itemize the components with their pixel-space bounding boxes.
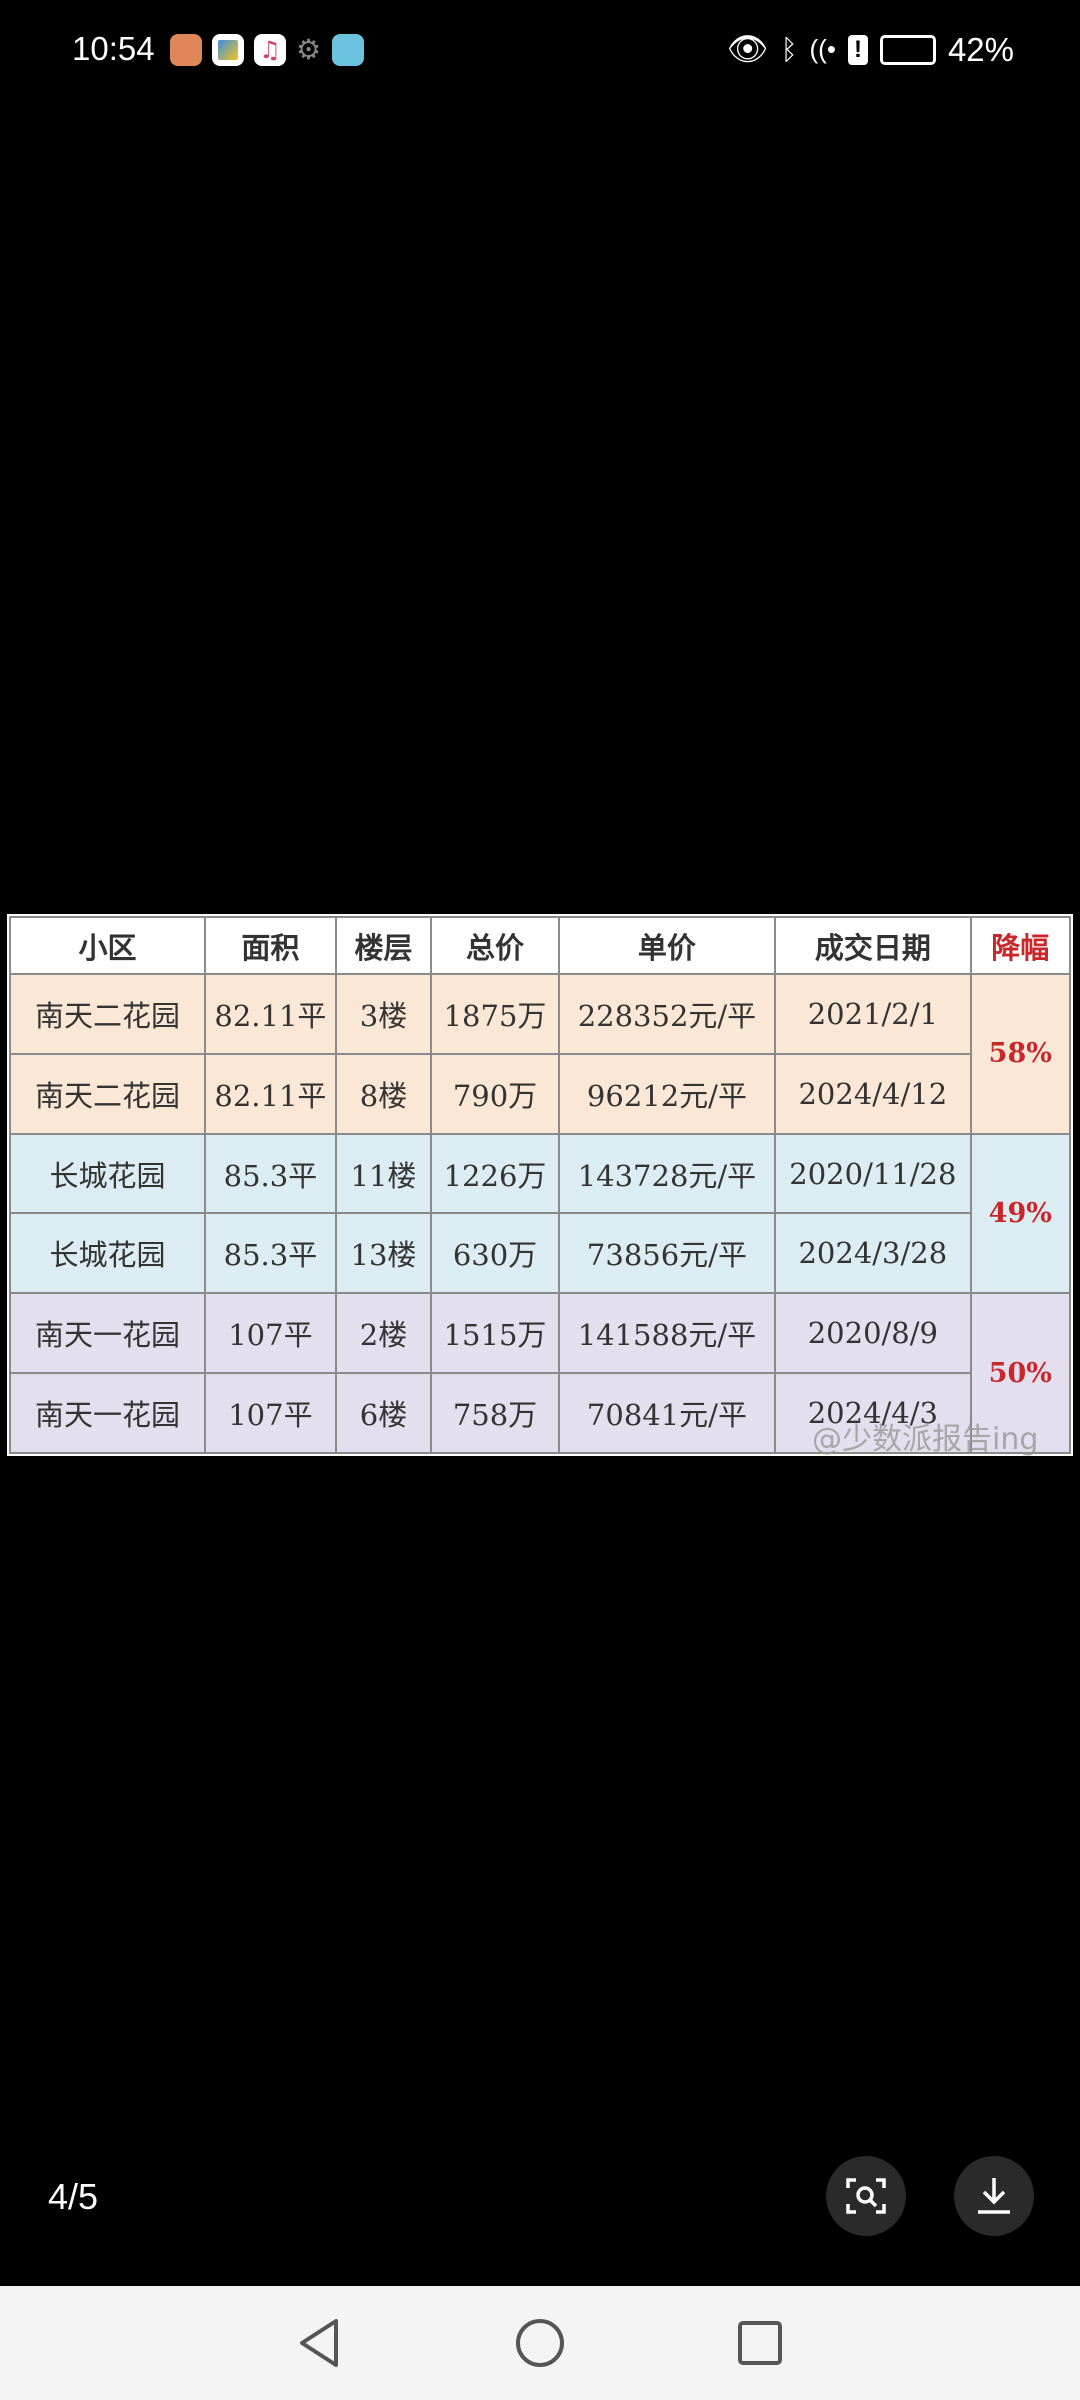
cell: 228352元/平	[557, 973, 777, 1055]
cell: 2024/3/28	[774, 1212, 972, 1295]
cell: 3楼	[334, 973, 433, 1055]
header-cell: 降幅	[969, 916, 1072, 975]
header-cell: 总价	[430, 916, 560, 975]
eye-icon: 👁	[726, 30, 769, 67]
cell: 141588元/平	[557, 1292, 777, 1375]
navigation-bar	[0, 2286, 1080, 2400]
wifi-icon: ((•	[809, 34, 836, 64]
drop-cell: 58%	[969, 973, 1072, 1135]
cell: 790万	[430, 1052, 560, 1135]
cell: 13楼	[334, 1212, 433, 1295]
book-app-icon	[332, 34, 364, 66]
download-icon	[978, 2178, 1010, 2214]
header-cell: 楼层	[334, 916, 433, 975]
cell: 2024/4/3	[774, 1372, 972, 1454]
image-search-button[interactable]	[826, 2156, 906, 2236]
cell: 143728元/平	[557, 1132, 777, 1215]
cell: 南天二花园	[8, 1052, 207, 1135]
house-price-table-image[interactable]: 小区 面积 楼层 总价 单价 成交日期 降幅 南天二花园 82.11平 3楼 1875…	[7, 914, 1073, 1456]
cell: 1875万	[430, 973, 560, 1055]
status-bar: 10:54 ♫ ⚙ 👁 ᛒ ((• ! 42%	[0, 28, 1080, 78]
table-row: 南天二花园 82.11平 8楼 790万 96212元/平 2024/4/12	[8, 1052, 1070, 1135]
battery-percent: 42%	[947, 30, 1014, 68]
header-cell: 单价	[557, 916, 777, 975]
cell: 南天一花园	[8, 1292, 207, 1375]
battery-icon	[879, 34, 936, 65]
image-counter: 4/5	[48, 2176, 99, 2217]
header-cell: 成交日期	[774, 916, 972, 975]
header-cell: 面积	[204, 916, 337, 975]
browser-app-icon	[212, 34, 244, 66]
cell: 630万	[430, 1212, 560, 1295]
clock: 10:54	[72, 30, 155, 67]
drop-cell: 49%	[969, 1132, 1072, 1295]
cell: 82.11平	[204, 973, 337, 1055]
cell: 107平	[204, 1292, 337, 1375]
table-row: 南天一花园 107平 6楼 758万 70841元/平 2024/4/3	[8, 1372, 1070, 1454]
cell: 长城花园	[8, 1212, 207, 1295]
cell: 南天一花园	[8, 1372, 207, 1454]
table-header: 小区 面积 楼层 总价 单价 成交日期 降幅	[8, 916, 1072, 975]
cell: 南天二花园	[8, 973, 207, 1055]
health-app-icon	[170, 34, 202, 66]
alert-icon: !	[847, 34, 868, 65]
cell: 8楼	[334, 1052, 433, 1135]
bluetooth-icon: ᛒ	[780, 33, 798, 65]
cell: 6楼	[334, 1372, 433, 1454]
table-row: 南天一花园 107平 2楼 1515万 141588元/平 2020/8/9 50%	[8, 1292, 1072, 1454]
back-icon[interactable]	[296, 2317, 344, 2369]
table-row: 长城花园 85.3平 11楼 1226万 143728元/平 2020/11/28 49%	[8, 1132, 1072, 1295]
cell: 82.11平	[204, 1052, 337, 1135]
cell: 1226万	[430, 1132, 560, 1215]
table-row: 南天二花园 82.11平 3楼 1875万 228352元/平 2021/2/1 58%	[8, 973, 1072, 1135]
drop-cell: 50%	[969, 1292, 1072, 1454]
cell: 1515万	[430, 1292, 560, 1375]
table-row: 长城花园 85.3平 13楼 630万 73856元/平 2024/3/28	[8, 1212, 1070, 1295]
cell: 758万	[430, 1372, 560, 1454]
image-search-icon	[846, 2178, 886, 2214]
cell: 96212元/平	[557, 1052, 777, 1135]
cell: 长城花园	[8, 1132, 207, 1215]
watermark: @少数派报告ing	[812, 1422, 1039, 1457]
price-table: 小区 面积 楼层 总价 单价 成交日期 降幅 南天二花园 82.11平 3楼 1875…	[8, 916, 1072, 1454]
download-button[interactable]	[954, 2156, 1034, 2236]
cell: 2楼	[334, 1292, 433, 1375]
cell: 2020/8/9	[774, 1292, 972, 1375]
music-app-icon: ♫	[254, 34, 286, 66]
cell: 85.3平	[204, 1212, 337, 1295]
cell: 107平	[204, 1372, 337, 1454]
cell: 70841元/平	[557, 1372, 777, 1454]
recents-icon[interactable]	[736, 2319, 784, 2367]
cell: 2020/11/28	[774, 1132, 972, 1215]
home-icon[interactable]	[514, 2317, 566, 2369]
cell: 73856元/平	[557, 1212, 777, 1295]
header-cell: 小区	[8, 916, 207, 975]
cell: 11楼	[334, 1132, 433, 1215]
cell: 85.3平	[204, 1132, 337, 1215]
cell: 2021/2/1	[774, 973, 972, 1055]
gear-icon: ⚙	[296, 33, 322, 66]
cell: 2024/4/12	[774, 1052, 972, 1135]
